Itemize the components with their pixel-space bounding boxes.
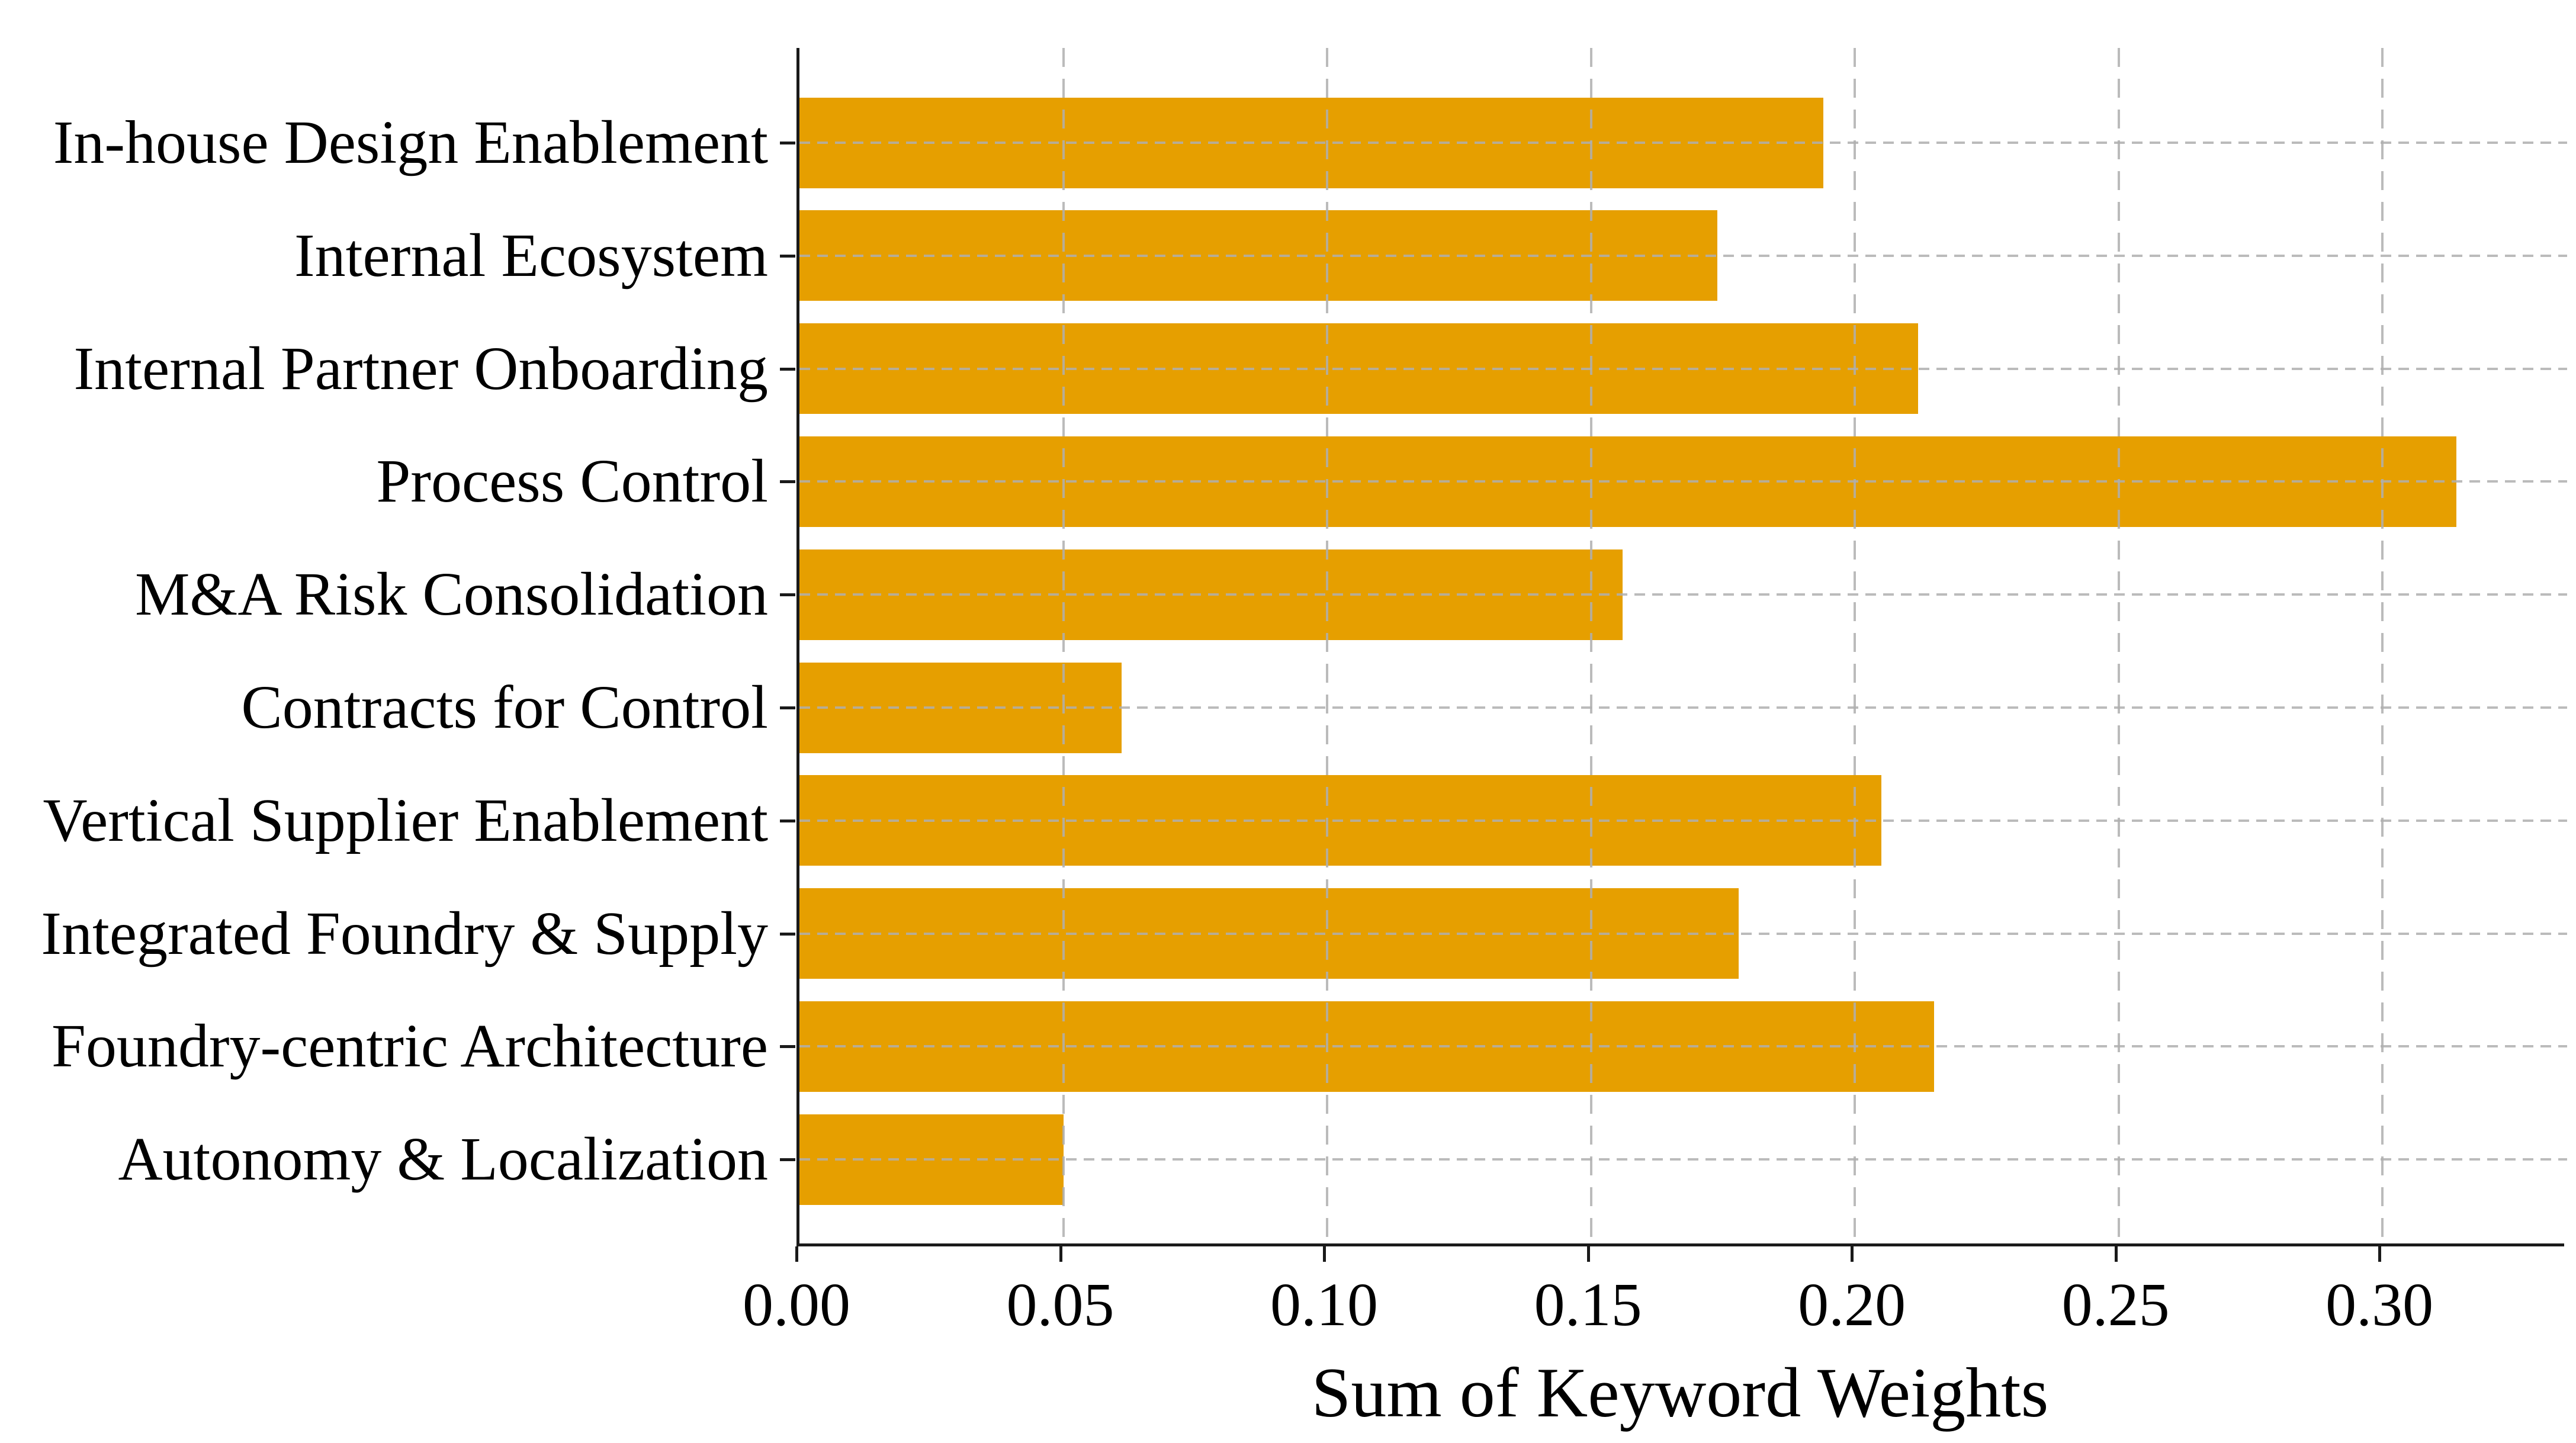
y-tick-6 (780, 819, 795, 822)
y-tick-3 (780, 480, 795, 484)
horizontal-gridline-0 (799, 142, 2567, 144)
x-tick-label-6: 0.30 (2326, 1271, 2434, 1339)
category-label-1: Internal Ecosystem (294, 221, 768, 290)
x-tick-1 (1059, 1246, 1062, 1262)
vertical-gridline-0.30 (2381, 48, 2384, 1246)
x-tick-2 (1323, 1246, 1326, 1262)
x-tick-0 (795, 1246, 798, 1262)
horizontal-gridline-8 (799, 1045, 2567, 1048)
horizontal-gridline-9 (799, 1158, 2567, 1161)
plot-area (796, 48, 2567, 1246)
x-tick-label-1: 0.05 (1006, 1271, 1114, 1339)
category-label-0: In-house Design Enablement (53, 108, 768, 176)
x-tick-3 (1586, 1246, 1590, 1262)
vertical-gridline-0.10 (1326, 48, 1329, 1246)
y-tick-0 (780, 142, 795, 144)
y-tick-4 (780, 593, 795, 597)
category-label-7: Integrated Foundry & Supply (41, 899, 768, 968)
y-tick-9 (780, 1158, 795, 1162)
y-tick-8 (780, 1045, 795, 1049)
y-tick-2 (780, 367, 795, 371)
x-tick-label-5: 0.25 (2061, 1271, 2170, 1339)
horizontal-gridline-4 (799, 593, 2567, 596)
x-tick-label-0: 0.00 (743, 1271, 850, 1339)
y-tick-1 (780, 254, 795, 258)
category-label-3: Process Control (376, 447, 768, 516)
horizontal-gridline-1 (799, 254, 2567, 257)
category-label-4: M&A Risk Consolidation (134, 560, 768, 629)
x-tick-4 (1851, 1246, 1854, 1262)
category-label-9: Autonomy & Localization (118, 1125, 768, 1194)
x-tick-6 (2378, 1246, 2382, 1262)
x-tick-label-4: 0.20 (1798, 1271, 1906, 1339)
x-tick-5 (2114, 1246, 2118, 1262)
category-label-6: Vertical Supplier Enablement (43, 786, 769, 854)
x-axis-title: Sum of Keyword Weights (1311, 1353, 2049, 1432)
horizontal-gridline-7 (799, 932, 2567, 935)
horizontal-gridline-5 (799, 706, 2567, 709)
vertical-gridline-0.25 (2117, 48, 2120, 1246)
y-tick-7 (780, 932, 795, 936)
vertical-gridline-0.15 (1589, 48, 1592, 1246)
horizontal-gridline-3 (799, 480, 2567, 483)
vertical-gridline-0.20 (1854, 48, 1856, 1246)
y-tick-5 (780, 706, 795, 709)
horizontal-gridline-2 (799, 367, 2567, 370)
category-label-2: Internal Partner Onboarding (73, 334, 769, 403)
horizontal-gridline-6 (799, 819, 2567, 822)
x-tick-label-2: 0.10 (1270, 1271, 1379, 1339)
vertical-gridline-0.05 (1062, 48, 1065, 1246)
x-tick-label-3: 0.15 (1534, 1271, 1642, 1339)
category-label-8: Foundry-centric Architecture (52, 1012, 768, 1081)
category-label-5: Contracts for Control (241, 673, 768, 741)
